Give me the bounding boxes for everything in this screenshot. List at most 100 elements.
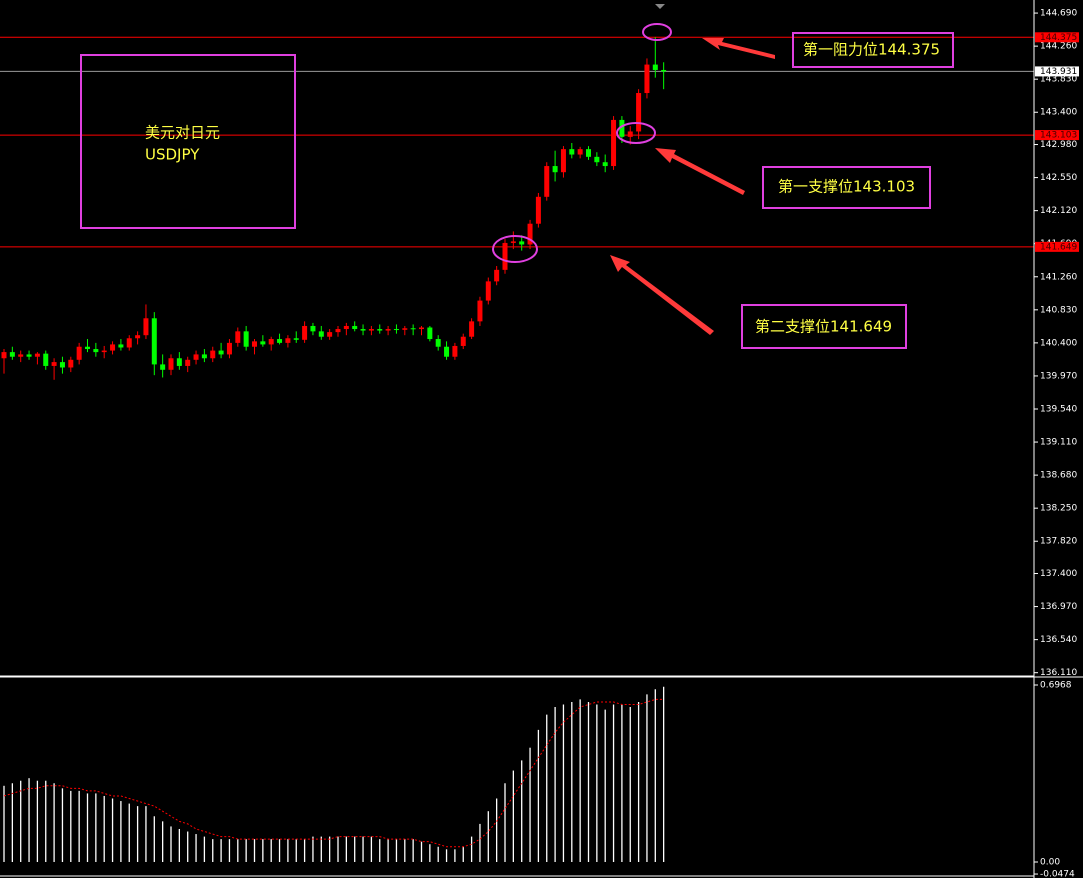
candle-body	[611, 119, 617, 167]
highlight-ellipse	[616, 122, 656, 144]
candle-body	[494, 269, 500, 282]
candle-body	[594, 156, 600, 163]
candle-body	[93, 349, 99, 353]
candle-body	[168, 358, 174, 370]
plot-layer: 144.690 144.260 143.830 143.400 142.980 142.5…	[0, 9, 1079, 878]
y-tick-label: -0.0474	[1040, 870, 1075, 878]
title: 美元对日元	[145, 124, 220, 142]
candle-body	[652, 64, 658, 70]
candle-body	[485, 281, 491, 301]
y-tick-label: 0.00	[1040, 857, 1060, 867]
candle-body	[636, 93, 642, 132]
level-label: 143.103	[1040, 131, 1077, 141]
candle-body	[176, 358, 182, 366]
y-tick-label: 139.970	[1040, 371, 1077, 381]
y-tick-label: 140.400	[1040, 338, 1077, 348]
candle-body	[352, 325, 358, 330]
candle-body	[460, 336, 466, 346]
y-tick-label: 137.820	[1040, 537, 1077, 547]
candle-body	[444, 346, 450, 357]
arrow	[702, 38, 775, 59]
candle-body	[527, 223, 533, 245]
y-tick-label: 142.120	[1040, 206, 1077, 216]
annotation-box	[792, 32, 954, 68]
candle-body	[293, 338, 299, 340]
level-tag	[1035, 32, 1079, 43]
candle-body	[151, 318, 157, 365]
level-label: 144.375	[1040, 33, 1077, 43]
y-tick-label: 139.110	[1040, 438, 1077, 448]
candle-body	[34, 353, 40, 357]
level-tag	[1035, 241, 1079, 252]
y-tick-label: 138.680	[1040, 471, 1077, 481]
candle-body	[76, 346, 82, 360]
candle-body	[469, 321, 475, 337]
candle-body	[393, 329, 399, 331]
title-box	[80, 54, 296, 229]
y-tick-label: 140.830	[1040, 305, 1077, 315]
candle-body	[160, 364, 166, 370]
candle-body	[510, 241, 516, 243]
candle-body	[201, 354, 207, 359]
y-tick-label: 139.540	[1040, 404, 1077, 414]
candle-body	[59, 362, 65, 368]
candle-body	[368, 329, 374, 331]
candle-body	[193, 354, 199, 360]
candle-body	[185, 359, 191, 366]
candle-body	[302, 325, 308, 340]
candle-body	[586, 149, 591, 157]
candle-body	[226, 342, 232, 355]
subtitle: USDJPY	[145, 146, 200, 164]
candle-body	[18, 354, 24, 357]
candle-body	[85, 346, 90, 350]
annotation: 第二支撑位141.649	[755, 318, 892, 336]
annotation: 第一阻力位144.375	[803, 41, 940, 59]
y-tick-label: 136.540	[1040, 635, 1077, 645]
candle-body	[9, 352, 15, 357]
arrow	[610, 255, 714, 335]
level-tag	[1035, 130, 1079, 141]
candle-body	[535, 196, 541, 224]
y-tick-label: 0.6968	[1040, 681, 1072, 691]
candle-body	[560, 149, 566, 173]
candle-body	[602, 162, 608, 167]
candle-body	[51, 362, 57, 366]
y-tick-label: 136.110	[1040, 668, 1077, 678]
candle-body	[502, 242, 508, 270]
y-tick-label: 144.260	[1040, 42, 1077, 52]
candle-body	[68, 359, 74, 368]
candle-body	[318, 331, 324, 337]
candle-body	[569, 149, 575, 155]
candle-body	[402, 328, 408, 330]
candle-body	[410, 328, 416, 330]
annotation-box	[762, 166, 931, 209]
candle-body	[285, 338, 291, 343]
candle-body	[327, 332, 333, 337]
candle-body	[143, 318, 149, 336]
candle-body	[435, 339, 441, 347]
candle-body	[419, 327, 424, 330]
candle-body	[577, 149, 583, 155]
candle-body	[118, 344, 124, 348]
candle-body	[519, 241, 525, 245]
y-tick-label: 143.400	[1040, 108, 1077, 118]
candle-body	[335, 329, 341, 333]
candle-body	[377, 329, 383, 331]
arrow	[655, 148, 745, 195]
candle-body	[43, 353, 49, 366]
signal-line	[3, 698, 664, 848]
y-tick-label: 144.690	[1040, 9, 1077, 19]
candle-body	[427, 327, 433, 340]
candle-body	[252, 341, 257, 347]
candle-body	[210, 350, 216, 359]
candle-body	[26, 354, 32, 357]
y-tick-label: 142.550	[1040, 173, 1077, 183]
level-tag	[1035, 66, 1079, 77]
y-tick-label: 138.250	[1040, 504, 1077, 514]
shift-marker	[655, 4, 665, 9]
level-label: 143.931	[1040, 67, 1077, 77]
highlight-ellipse	[642, 23, 672, 41]
candle-body	[661, 69, 667, 72]
candle-body	[135, 335, 141, 339]
